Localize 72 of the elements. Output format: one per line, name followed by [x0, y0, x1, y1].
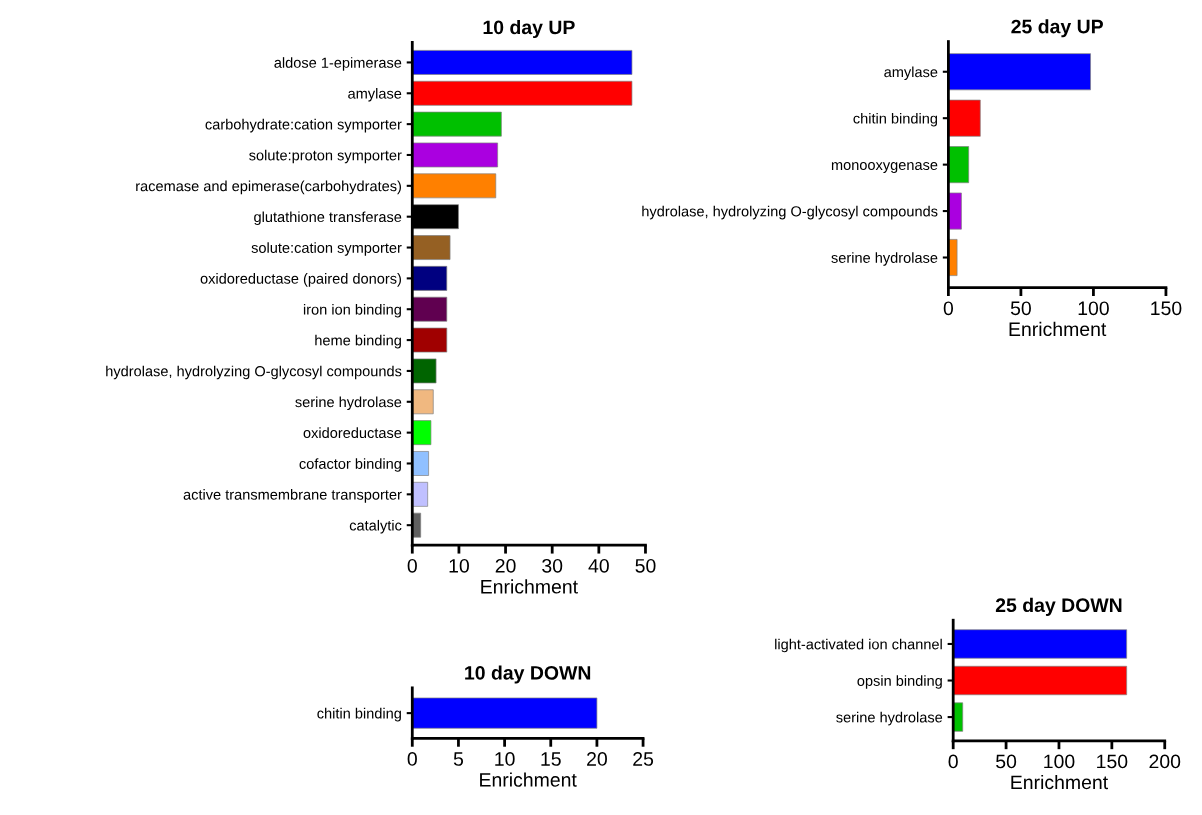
- bar: [412, 142, 498, 168]
- y-tick-label: catalytic: [349, 519, 402, 534]
- chart-title: 10 day UP: [483, 19, 575, 39]
- y-tick-label: oxidoreductase (paired donors): [200, 273, 401, 287]
- y-tick-label: glutathione transferase: [254, 211, 402, 225]
- y-tick-label: solute:proton symporter: [249, 149, 402, 164]
- x-tick-label: 100: [1044, 754, 1075, 769]
- x-tick-label: 40: [588, 558, 609, 573]
- x-tick-label: 0: [407, 558, 417, 573]
- x-tick-label: 10: [495, 752, 515, 766]
- y-tick-label: serine hydrolase: [831, 252, 938, 266]
- x-tick-label: 50: [635, 558, 656, 573]
- y-tick-label: light-activated ion channel: [775, 638, 942, 653]
- x-tick-label: 0: [943, 301, 954, 316]
- x-axis-title: Enrichment: [481, 579, 578, 594]
- x-axis-title: Enrichment: [480, 772, 577, 787]
- chart-title: 25 day DOWN: [995, 597, 1122, 616]
- y-tick-label: heme binding: [315, 334, 401, 349]
- x-tick-label: 10: [449, 558, 469, 573]
- y-tick-label: monooxygenase: [831, 162, 938, 173]
- bar: [412, 327, 448, 353]
- x-tick-label: 50: [1010, 301, 1031, 316]
- x-tick-label: 0: [948, 754, 958, 769]
- y-tick-label: chitin binding: [317, 707, 401, 722]
- y-tick-label: hydrolase, hydrolyzing O-glycosyl compounds: [106, 365, 402, 380]
- x-axis-title: Enrichment: [1009, 321, 1107, 337]
- x-tick-label: 50: [996, 754, 1017, 769]
- y-tick-label: racemase and epimerase(carbohydrates): [136, 180, 401, 195]
- y-tick-label: serine hydrolase: [295, 396, 402, 411]
- bar: [412, 420, 432, 446]
- x-tick-label: 30: [542, 558, 563, 573]
- y-tick-label: solute:cation symporter: [251, 242, 402, 256]
- bar: [412, 451, 429, 476]
- bar: [412, 481, 429, 507]
- y-tick-label: oxidoreductase: [303, 427, 402, 439]
- x-tick-label: 5: [453, 752, 464, 766]
- bar: [412, 173, 497, 199]
- bar: [948, 146, 970, 184]
- chart-title: 10 day DOWN: [465, 665, 591, 684]
- y-tick-label: chitin binding: [853, 112, 938, 127]
- y-tick-label: aldose 1-epimerase: [274, 57, 402, 71]
- bar: [948, 99, 981, 137]
- bar: [412, 111, 502, 137]
- x-tick-label: 20: [587, 752, 607, 766]
- y-tick-label: serine hydrolase: [836, 711, 943, 726]
- y-tick-label: amylase: [348, 88, 402, 102]
- x-tick-label: 150: [1097, 754, 1128, 769]
- y-tick-label: hydrolase, hydrolyzing O-glycosyl compounds: [642, 205, 938, 220]
- x-tick-label: 100: [1078, 301, 1109, 316]
- x-tick-label: 20: [495, 558, 516, 573]
- x-tick-label: 25: [633, 752, 654, 766]
- bar: [412, 80, 633, 106]
- x-tick-label: 15: [541, 752, 561, 766]
- x-tick-label: 200: [1149, 754, 1181, 769]
- bar: [412, 389, 434, 415]
- y-tick-label: amylase: [884, 66, 938, 81]
- x-axis-title: Enrichment: [1011, 774, 1108, 790]
- y-tick-label: opsin binding: [857, 675, 942, 689]
- bar: [412, 266, 448, 291]
- bar: [412, 358, 437, 384]
- y-tick-label: active transmembrane transporter: [183, 489, 402, 503]
- y-tick-label: carbohydrate:cation symporter: [205, 118, 402, 133]
- bar: [948, 53, 1091, 91]
- bar: [412, 296, 448, 322]
- bar: [412, 50, 633, 75]
- bar: [948, 192, 962, 230]
- chart-title: 25 day UP: [1011, 19, 1103, 38]
- bar: [412, 235, 451, 260]
- x-tick-label: 150: [1151, 301, 1182, 316]
- x-tick-label: 0: [407, 752, 417, 766]
- y-tick-label: cofactor binding: [299, 458, 401, 472]
- y-tick-label: iron ion binding: [303, 303, 401, 318]
